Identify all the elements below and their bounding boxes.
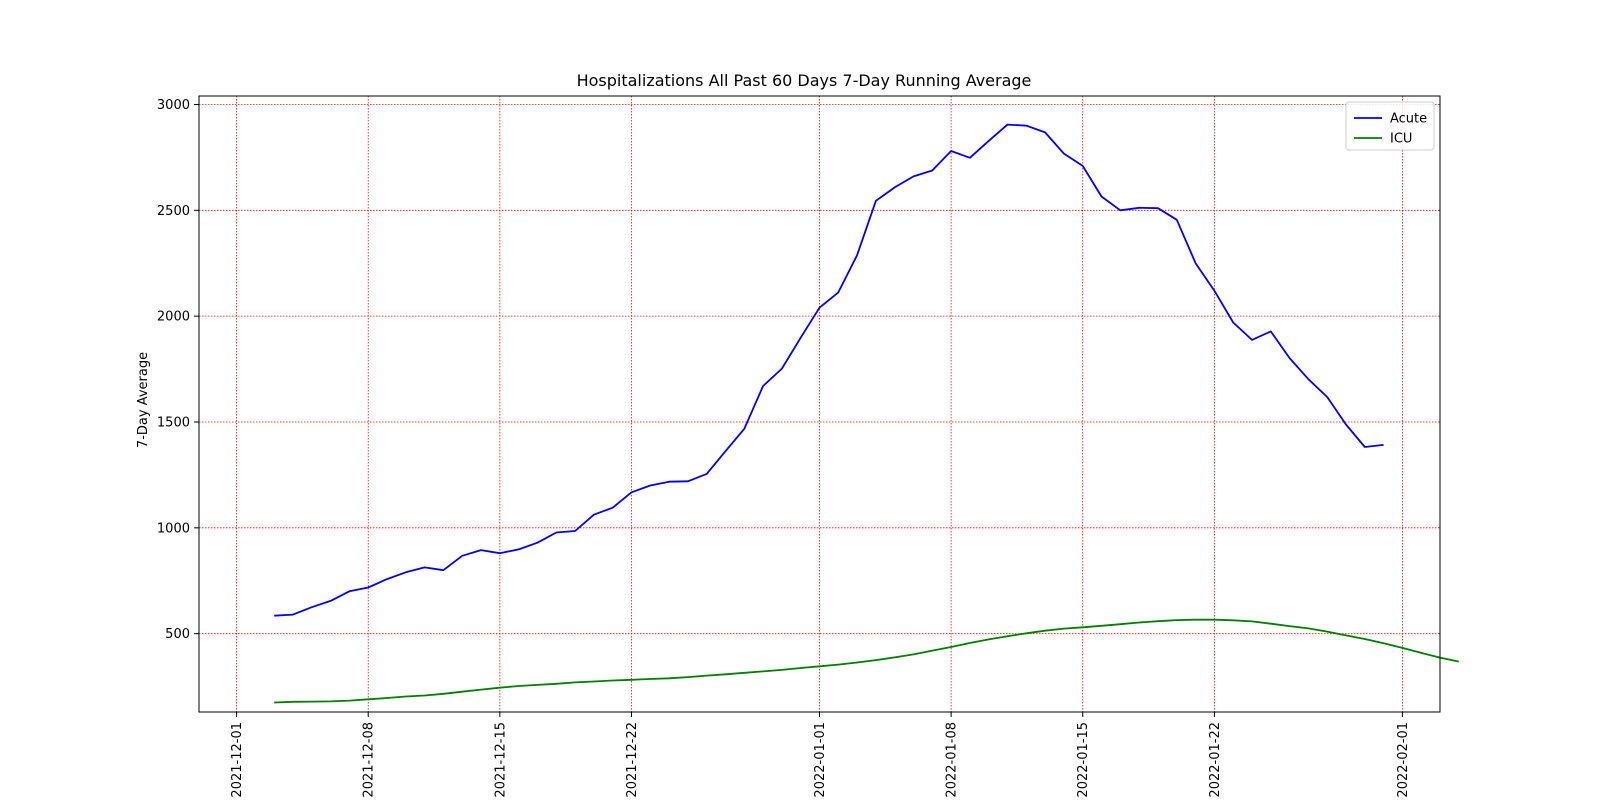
y-tick-label: 500 bbox=[165, 627, 190, 642]
x-tick-label: 2021-12-15 bbox=[493, 722, 508, 798]
x-tick-label: 2021-12-22 bbox=[625, 722, 640, 798]
y-tick-label: 1000 bbox=[157, 521, 190, 536]
legend-label-icu: ICU bbox=[1390, 132, 1412, 147]
x-tick-label: 2022-02-01 bbox=[1396, 722, 1411, 798]
y-tick-label: 3000 bbox=[157, 98, 190, 113]
x-tick-label: 2021-12-01 bbox=[230, 722, 245, 798]
x-tick-label: 2022-01-01 bbox=[813, 722, 828, 798]
x-tick-label: 2022-01-08 bbox=[945, 722, 960, 798]
legend: Acute ICU bbox=[1345, 101, 1435, 151]
plot-area-frame bbox=[198, 95, 1441, 713]
y-axis-label: 7-Day Average bbox=[136, 352, 151, 448]
y-tick-label: 2000 bbox=[157, 310, 190, 325]
grid-lines bbox=[199, 96, 1440, 712]
legend-label-acute: Acute bbox=[1390, 112, 1427, 127]
series-line-icu bbox=[274, 618, 1459, 704]
x-tick-label: 2021-12-08 bbox=[362, 722, 377, 798]
series-line-acute bbox=[274, 123, 1384, 617]
axes: 500 1000 1500 2000 2500 3000 2021-12-01 2021-12… bbox=[157, 98, 1411, 798]
x-tick-label: 2022-01-22 bbox=[1208, 722, 1223, 798]
x-tick-label: 2022-01-15 bbox=[1076, 722, 1091, 798]
y-tick-label: 2500 bbox=[157, 204, 190, 219]
series-lines bbox=[274, 123, 1459, 704]
chart-title: Hospitalizations All Past 60 Days 7-Day … bbox=[577, 71, 1032, 90]
y-tick-label: 1500 bbox=[157, 415, 190, 430]
